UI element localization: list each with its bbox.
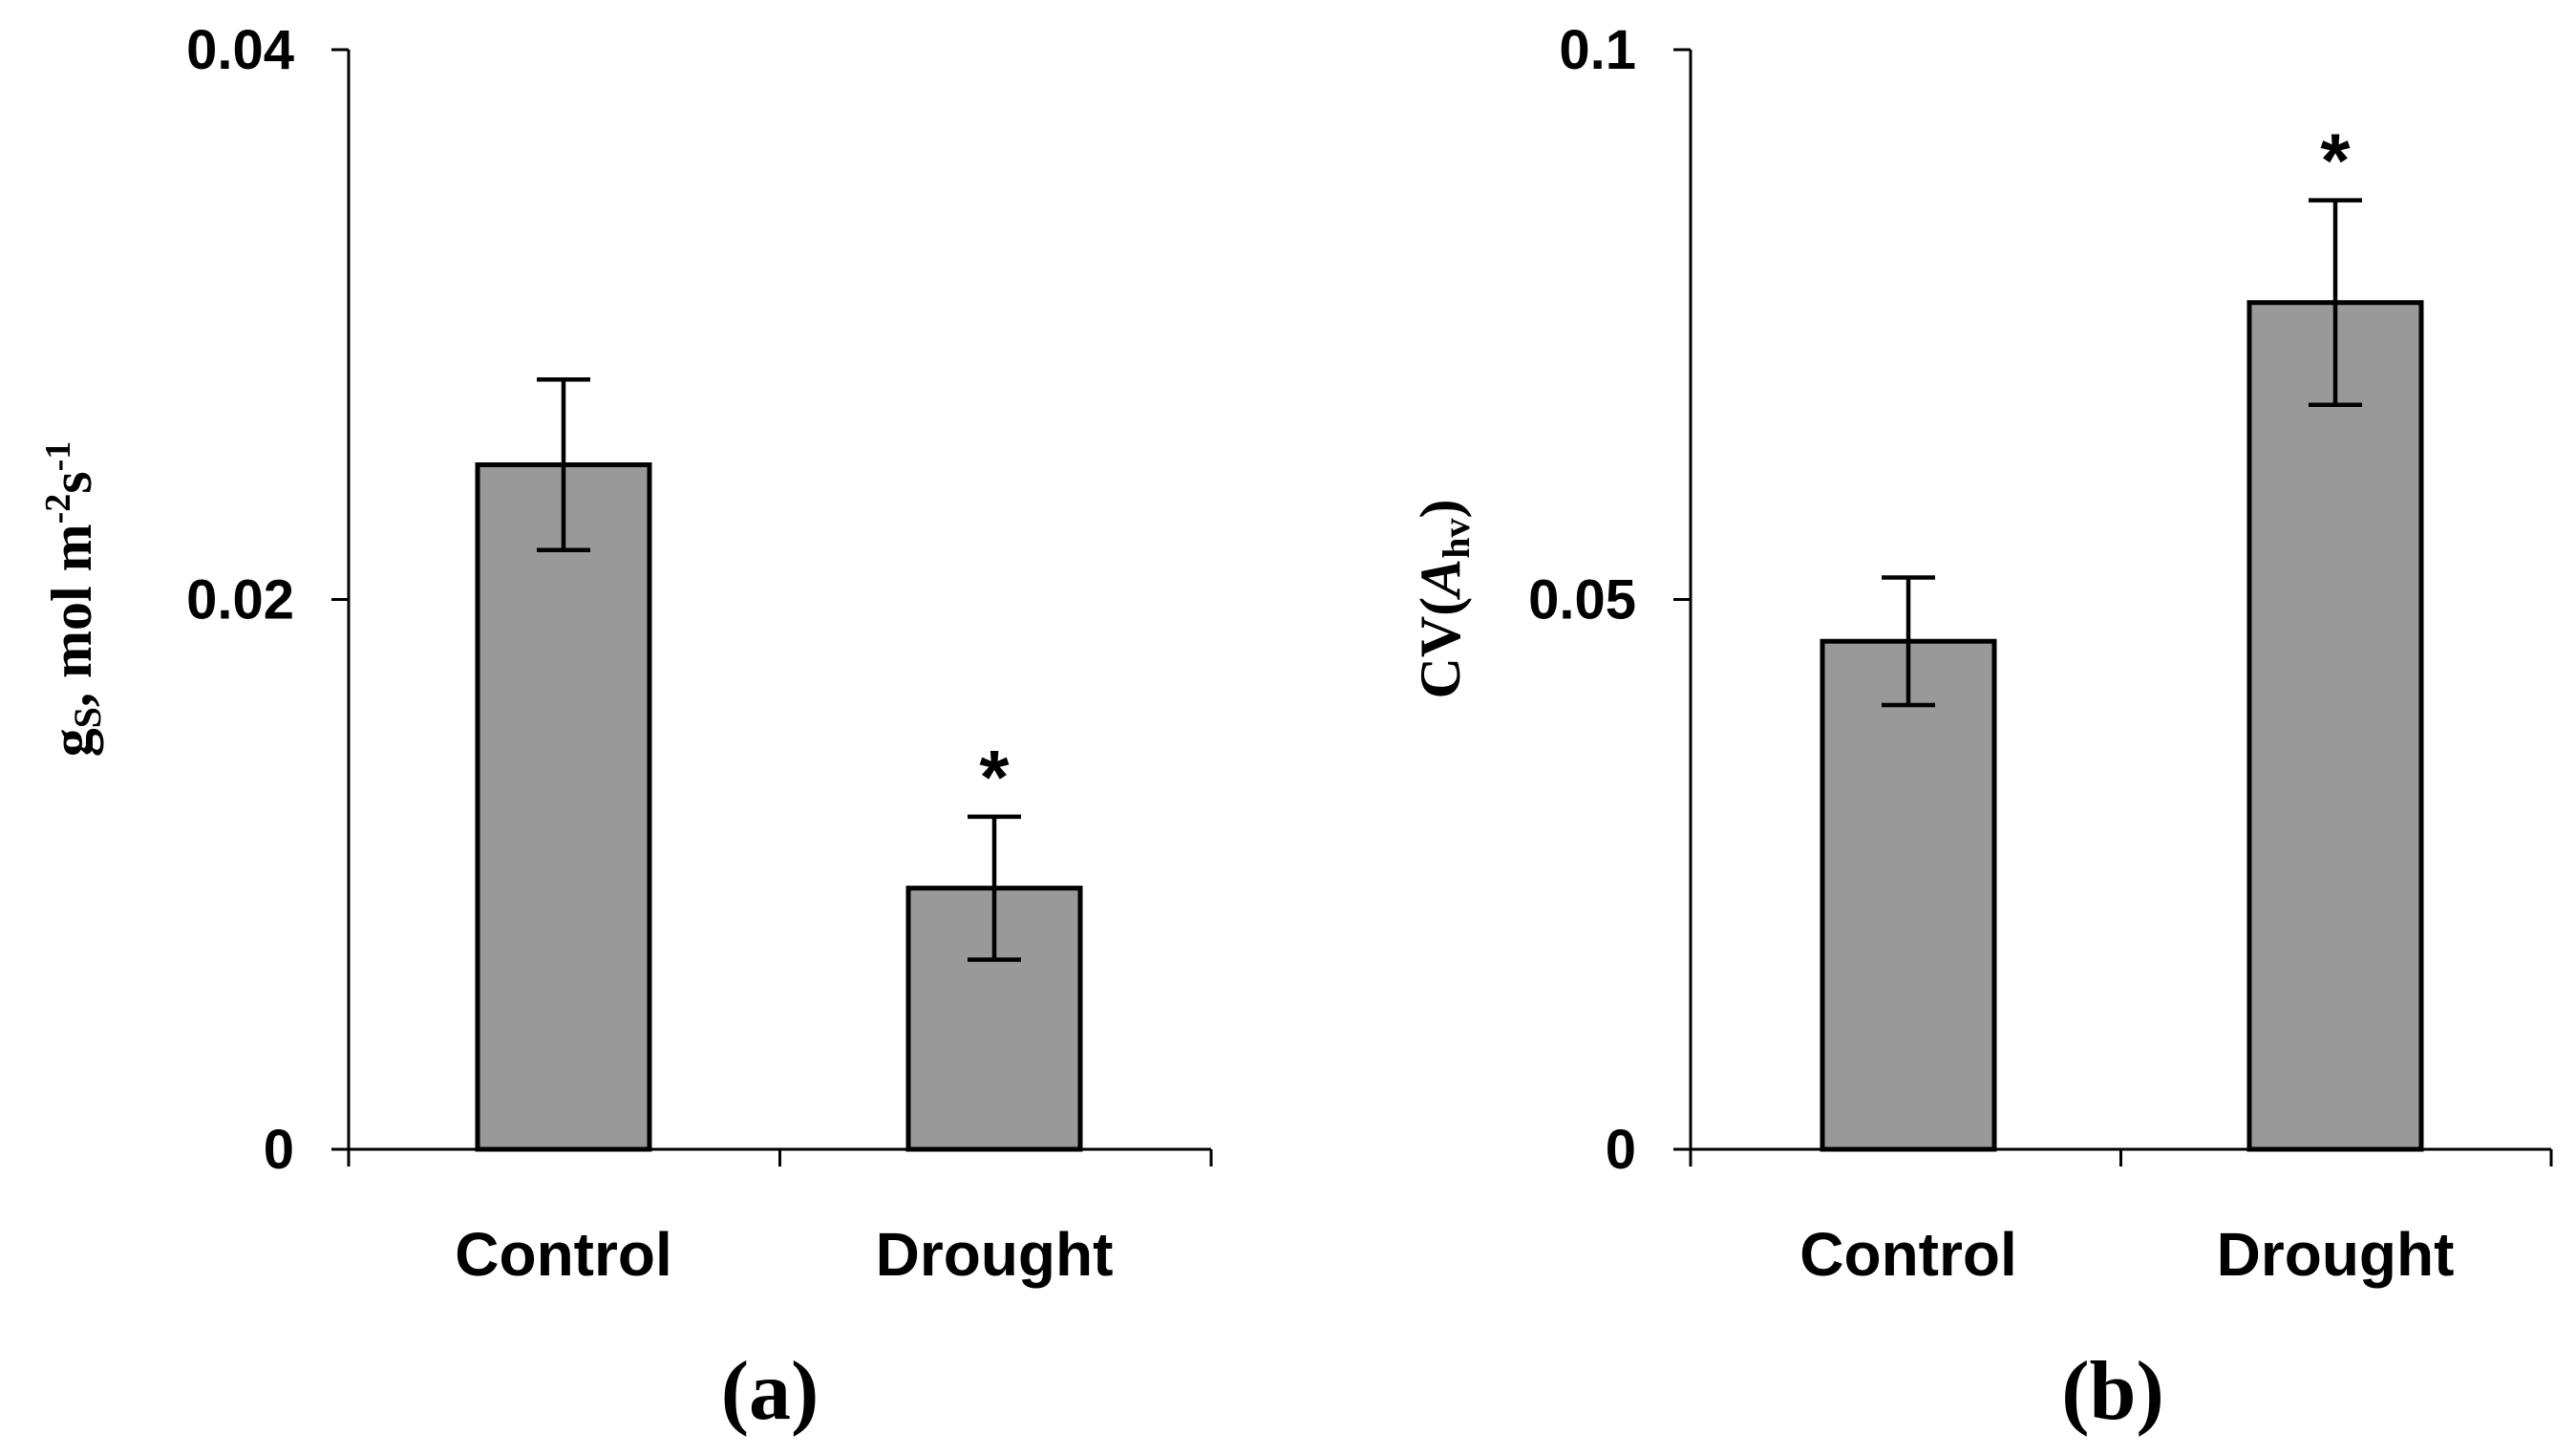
chart-b-significance-marker: * (2320, 118, 2351, 203)
chart-b-category-label-control: Control (1799, 1220, 2017, 1289)
panel-label-b: (b) (2061, 1345, 2164, 1438)
chart-a-bar-control (475, 462, 652, 1152)
chart-a-significance-marker: * (979, 735, 1010, 820)
chart-b-category-label-drought: Drought (2217, 1220, 2455, 1289)
chart-a-category-label-drought: Drought (876, 1220, 1114, 1289)
chart-a: 0 0.02 0.04 Control * Drought gS, mol m-2s-1… (38, 19, 1213, 1438)
chart-b-y-tick-label: 0.1 (1559, 19, 1636, 81)
chart-b-y-tick-label: 0.05 (1528, 569, 1636, 631)
chart-a-y-tick-label: 0 (264, 1119, 294, 1181)
chart-a-y-tick-label: 0.02 (186, 569, 294, 631)
chart-a-category-label-control: Control (455, 1220, 672, 1289)
chart-a-y-tick-label: 0.04 (186, 19, 294, 81)
chart-b-y-tick-label: 0 (1606, 1119, 1636, 1181)
panel-label-a: (a) (721, 1345, 820, 1438)
chart-b: 0 0.05 0.1 Control * Drought CV(Ahv) (b) (1409, 19, 2553, 1438)
chart-b-bar-drought (2246, 300, 2424, 1152)
chart-b-bar-control (1820, 638, 1997, 1152)
chart-b-y-axis-label: CV(Ahv) (1409, 500, 1478, 699)
chart-a-y-axis-label: gS, mol m-2s-1 (38, 441, 109, 758)
